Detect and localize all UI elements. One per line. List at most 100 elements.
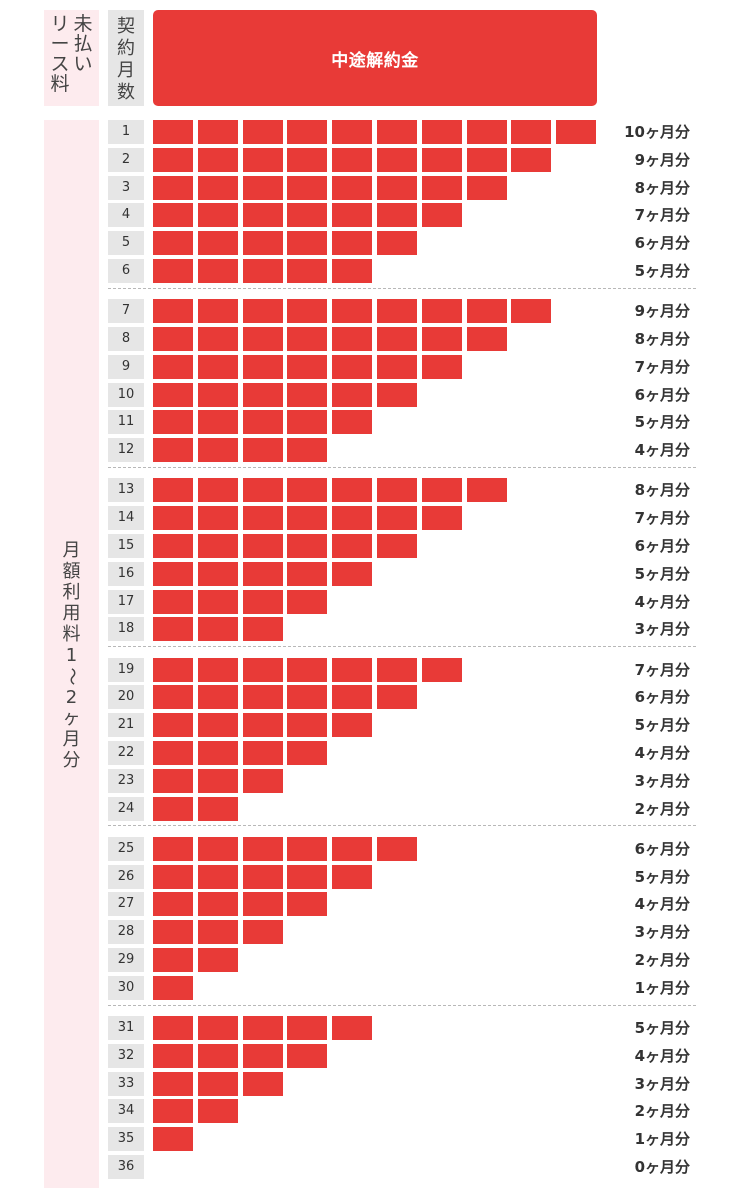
penalty-value-label: 4ヶ月分: [634, 1046, 690, 1065]
penalty-block: [153, 864, 193, 889]
penalty-block: [332, 561, 373, 586]
penalty-block: [197, 617, 238, 642]
penalty-value-label: 6ヶ月分: [634, 234, 690, 253]
penalty-block: [377, 354, 417, 379]
penalty-block: [421, 120, 462, 144]
penalty-block: [242, 203, 283, 228]
penalty-block: [242, 657, 283, 682]
penalty-value-label: 9ヶ月分: [634, 302, 690, 321]
penalty-block: [332, 657, 373, 682]
penalty-block: [197, 203, 238, 228]
unpaid-lease-header-line-2: リース料: [50, 13, 70, 95]
penalty-block: [153, 382, 193, 407]
penalty-block: [287, 354, 328, 379]
penalty-block: [466, 147, 507, 172]
contract-month-label: 34: [108, 1099, 144, 1124]
contract-month-label: 7: [108, 299, 144, 324]
penalty-block: [153, 120, 193, 144]
penalty-block: [197, 354, 238, 379]
contract-month-label: 33: [108, 1071, 144, 1096]
penalty-block: [332, 382, 373, 407]
penalty-value-label: 3ヶ月分: [634, 1074, 690, 1093]
penalty-block: [197, 561, 238, 586]
penalty-block: [421, 478, 462, 503]
penalty-block: [242, 299, 283, 324]
penalty-block: [421, 175, 462, 200]
penalty-block: [153, 561, 193, 586]
penalty-block: [153, 1016, 193, 1040]
penalty-block: [377, 203, 417, 228]
contract-month-label: 4: [108, 203, 144, 228]
penalty-block: [287, 561, 328, 586]
penalty-block: [153, 796, 193, 821]
penalty-block: [197, 299, 238, 324]
penalty-block: [197, 410, 238, 435]
penalty-block: [377, 685, 417, 710]
penalty-block: [511, 299, 552, 324]
penalty-block: [287, 657, 328, 682]
contract-month-label: 1: [108, 120, 144, 144]
contract-month-label: 21: [108, 713, 144, 738]
penalty-block: [197, 657, 238, 682]
penalty-block: [242, 534, 283, 558]
penalty-block: [242, 617, 283, 642]
penalty-block: [242, 1016, 283, 1040]
penalty-block: [242, 259, 283, 283]
penalty-block: [287, 327, 328, 351]
penalty-block: [242, 120, 283, 144]
penalty-block: [421, 203, 462, 228]
penalty-block: [287, 506, 328, 531]
penalty-block: [377, 657, 417, 682]
contract-month-label: 32: [108, 1043, 144, 1068]
penalty-block: [332, 1016, 373, 1040]
penalty-block: [242, 382, 283, 407]
penalty-value-label: 5ヶ月分: [634, 716, 690, 735]
penalty-block: [421, 147, 462, 172]
penalty-block: [287, 120, 328, 144]
penalty-block: [466, 327, 507, 351]
penalty-value-label: 3ヶ月分: [634, 620, 690, 639]
penalty-block: [287, 1043, 328, 1068]
penalty-header: 中途解約金: [153, 10, 597, 106]
penalty-block: [242, 864, 283, 889]
penalty-value-label: 6ヶ月分: [634, 839, 690, 858]
contract-month-label: 27: [108, 892, 144, 917]
penalty-block: [332, 259, 373, 283]
penalty-block: [332, 836, 373, 861]
penalty-block: [287, 478, 328, 503]
penalty-block: [466, 299, 507, 324]
penalty-block: [466, 478, 507, 503]
penalty-value-label: 5ヶ月分: [634, 1019, 690, 1037]
penalty-block: [197, 478, 238, 503]
penalty-block: [332, 147, 373, 172]
penalty-value-label: 6ヶ月分: [634, 385, 690, 404]
penalty-value-label: 3ヶ月分: [634, 771, 690, 790]
penalty-block: [153, 741, 193, 765]
penalty-block: [377, 478, 417, 503]
penalty-block: [153, 713, 193, 738]
unpaid-lease-header-line-1: 未払い: [73, 13, 93, 75]
contract-month-label: 11: [108, 410, 144, 435]
penalty-value-label: 4ヶ月分: [634, 744, 690, 762]
penalty-block: [242, 713, 283, 738]
penalty-value-label: 5ヶ月分: [634, 262, 690, 280]
penalty-block: [421, 299, 462, 324]
penalty-block: [287, 231, 328, 256]
penalty-block: [377, 299, 417, 324]
penalty-block: [153, 1071, 193, 1096]
penalty-block: [377, 534, 417, 558]
penalty-value-label: 5ヶ月分: [634, 867, 690, 886]
penalty-value-label: 6ヶ月分: [634, 688, 690, 707]
penalty-block: [242, 892, 283, 917]
penalty-block: [287, 147, 328, 172]
penalty-block: [153, 1099, 193, 1124]
penalty-block: [153, 175, 193, 200]
penalty-block: [153, 147, 193, 172]
penalty-block: [421, 506, 462, 531]
contract-month-label: 18: [108, 617, 144, 642]
penalty-block: [153, 920, 193, 945]
penalty-block: [377, 506, 417, 531]
group-divider: [108, 467, 696, 468]
penalty-value-label: 4ヶ月分: [634, 895, 690, 914]
penalty-block: [153, 975, 193, 1000]
